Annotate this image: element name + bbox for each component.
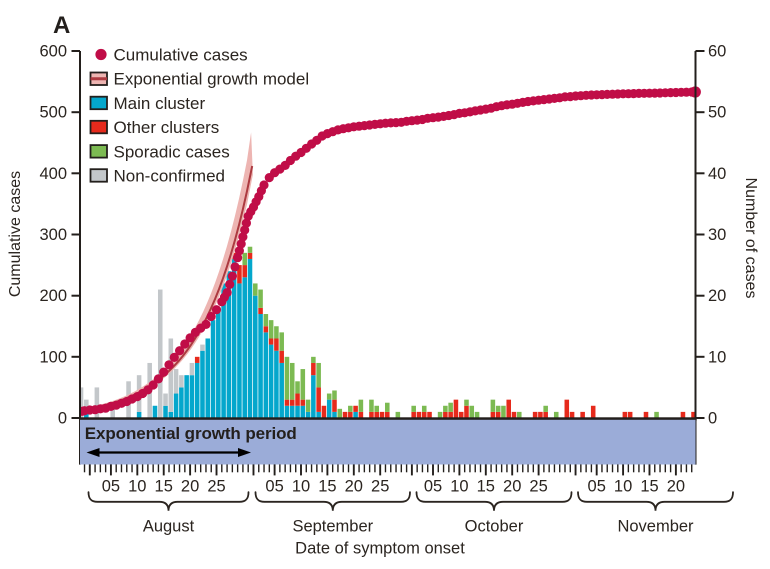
- svg-text:25: 25: [371, 478, 389, 496]
- svg-text:400: 400: [39, 165, 67, 183]
- svg-text:30: 30: [708, 226, 726, 244]
- svg-text:Cumulative cases: Cumulative cases: [7, 171, 24, 297]
- svg-text:10: 10: [708, 348, 726, 366]
- svg-text:100: 100: [39, 348, 67, 366]
- svg-text:Exponential growth period: Exponential growth period: [85, 424, 297, 443]
- svg-text:15: 15: [640, 478, 658, 496]
- svg-text:Exponential growth model: Exponential growth model: [114, 70, 310, 89]
- svg-text:10: 10: [292, 478, 310, 496]
- svg-text:20: 20: [708, 287, 726, 305]
- svg-text:September: September: [292, 518, 373, 536]
- svg-text:25: 25: [207, 478, 225, 496]
- svg-text:Non-confirmed: Non-confirmed: [114, 167, 226, 186]
- svg-text:60: 60: [708, 43, 726, 61]
- svg-text:600: 600: [39, 43, 67, 61]
- svg-text:15: 15: [155, 478, 173, 496]
- svg-text:20: 20: [345, 478, 363, 496]
- svg-text:Date of symptom onset: Date of symptom onset: [295, 540, 465, 558]
- svg-text:November: November: [617, 518, 694, 536]
- svg-text:10: 10: [614, 478, 632, 496]
- svg-text:Sporadic cases: Sporadic cases: [114, 142, 230, 161]
- svg-text:August: August: [143, 518, 195, 536]
- svg-text:05: 05: [102, 478, 120, 496]
- svg-text:05: 05: [265, 478, 283, 496]
- svg-text:Main cluster: Main cluster: [114, 94, 206, 113]
- svg-text:15: 15: [318, 478, 336, 496]
- svg-text:Cumulative cases: Cumulative cases: [114, 46, 248, 65]
- svg-text:A: A: [53, 12, 70, 39]
- svg-text:50: 50: [708, 104, 726, 122]
- svg-text:10: 10: [128, 478, 146, 496]
- svg-text:20: 20: [181, 478, 199, 496]
- svg-text:10: 10: [450, 478, 468, 496]
- svg-text:200: 200: [39, 287, 67, 305]
- svg-text:20: 20: [503, 478, 521, 496]
- svg-text:40: 40: [708, 165, 726, 183]
- svg-text:300: 300: [39, 226, 67, 244]
- svg-text:0: 0: [708, 410, 717, 428]
- svg-text:Other clusters: Other clusters: [114, 118, 220, 137]
- svg-text:500: 500: [39, 104, 67, 122]
- svg-text:Number of cases: Number of cases: [742, 178, 759, 299]
- svg-text:20: 20: [667, 478, 685, 496]
- svg-text:05: 05: [588, 478, 606, 496]
- svg-text:25: 25: [529, 478, 547, 496]
- svg-text:0: 0: [58, 410, 67, 428]
- svg-text:15: 15: [477, 478, 495, 496]
- svg-text:05: 05: [424, 478, 442, 496]
- svg-text:October: October: [465, 518, 524, 536]
